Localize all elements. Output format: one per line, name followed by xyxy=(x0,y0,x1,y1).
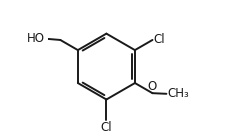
Text: Cl: Cl xyxy=(153,33,164,46)
Text: CH₃: CH₃ xyxy=(166,87,188,100)
Text: HO: HO xyxy=(26,32,44,45)
Text: Cl: Cl xyxy=(100,121,112,134)
Text: O: O xyxy=(147,80,156,92)
